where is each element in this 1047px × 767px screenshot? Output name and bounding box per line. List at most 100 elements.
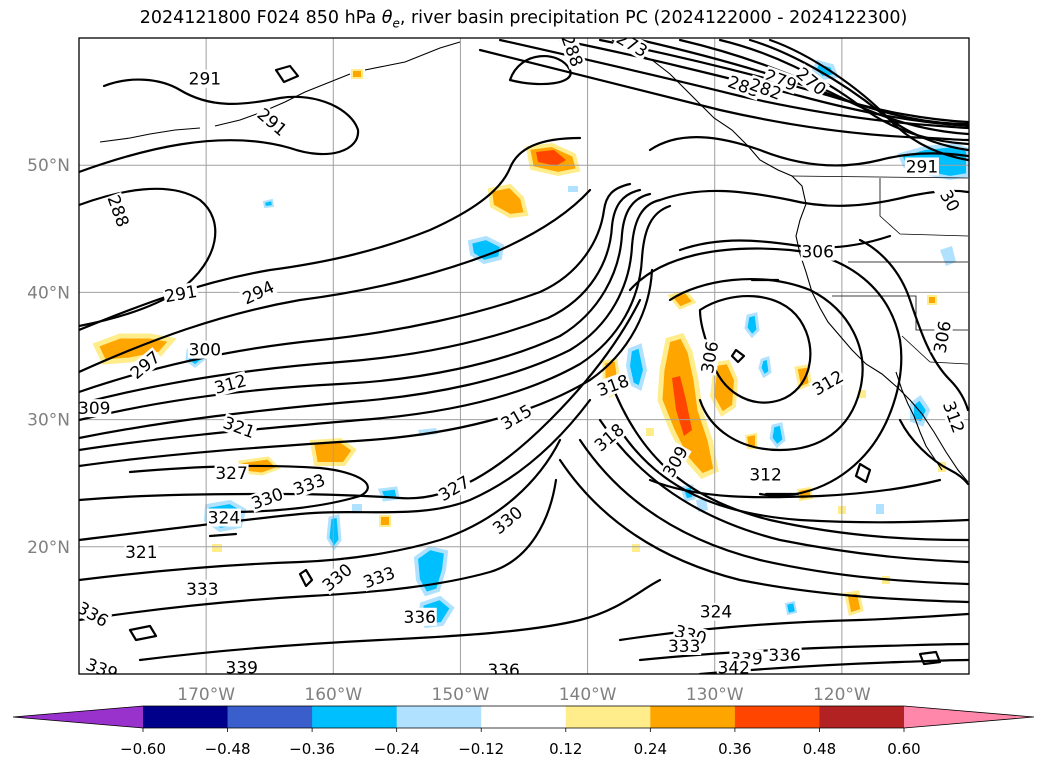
contour-label-bg [748, 465, 783, 484]
contour-label-bg [79, 597, 113, 631]
contour-label: 321 [125, 543, 157, 563]
contour-label: 342 [718, 659, 750, 679]
contour-label-bg [185, 579, 220, 598]
contour-label-bg [187, 340, 222, 359]
colorbar-segment [143, 706, 229, 728]
contour-label-bg [767, 645, 802, 664]
contour-label-bg [248, 484, 287, 513]
contour-label-bg [792, 63, 831, 100]
contour-label-bg [939, 398, 969, 437]
map-frame [78, 37, 970, 675]
lat-tick-label: 30°N [27, 411, 70, 431]
contour-label: 327 [215, 464, 247, 484]
colorbar-tick-label: 0.24 [634, 740, 667, 758]
lat-tick-label: 50°N [27, 156, 70, 176]
lon-tick-label: 150°W [432, 685, 490, 705]
colorbar-tick-label: −0.36 [289, 740, 335, 758]
colorbar-tick-label: 0.36 [718, 740, 751, 758]
colorbar-tick-label: 0.60 [887, 740, 920, 758]
colorbar-extend-high [904, 706, 1034, 728]
contour-label-bg [206, 508, 241, 527]
contour-label-bg [667, 637, 702, 656]
colorbar-segment [819, 706, 905, 728]
lon-tick-label: 160°W [304, 685, 362, 705]
colorbar-segment [227, 706, 313, 728]
colorbar-tick-label: −0.12 [458, 740, 504, 758]
contour-label-bg [239, 277, 278, 308]
contour-label-bg [697, 338, 722, 376]
contour-label: 336 [404, 608, 436, 628]
contour-label-bg [800, 242, 835, 261]
contour-label-bg [488, 502, 527, 538]
contour-label-bg [290, 470, 329, 499]
contour-label: 339 [226, 659, 258, 679]
contour-label-bg [930, 318, 955, 356]
contour-label-bg [558, 38, 587, 70]
contour-label-bg [761, 65, 800, 95]
colorbar-segment [312, 706, 398, 728]
contour-label: 333 [668, 637, 700, 657]
contour-label-bg [904, 157, 939, 176]
contour-label-bg [162, 281, 200, 306]
latitude-labels: 50°N 40°N 30°N 20°N [27, 156, 70, 558]
contour-label: 336 [768, 646, 800, 666]
contour-label-bg [104, 191, 133, 231]
contour-label-bg [612, 38, 652, 61]
contour-label: 300 [189, 341, 221, 361]
lat-tick-label: 40°N [27, 283, 70, 303]
contour-label: 333 [186, 580, 218, 600]
contour-label-bg [716, 658, 751, 674]
contour-label: 309 [78, 399, 110, 419]
map-background [79, 38, 969, 674]
contour-label-bg [590, 419, 628, 456]
contour-label: 324 [700, 603, 732, 623]
contour-label-bg [360, 563, 399, 592]
contour-label-bg [659, 442, 692, 481]
longitude-labels: 170°W 160°W 150°W 140°W 130°W 120°W [177, 685, 871, 705]
contour-label: 324 [208, 509, 240, 529]
contour-label: 291 [189, 70, 221, 90]
contour-label-bg [253, 104, 292, 140]
contour-label-bg [224, 658, 259, 674]
colorbar-tick-label: 0.12 [549, 740, 582, 758]
colorbar: −0.60 −0.48 −0.36 −0.24 −0.12 0.12 0.24 0.36 0.4… [12, 705, 1035, 758]
colorbar-tick-label: −0.60 [120, 740, 166, 758]
contour-label-bg [808, 366, 848, 400]
contour-label-bg [318, 559, 356, 596]
contour-label-bg [497, 400, 536, 434]
contour-label-bg [698, 602, 733, 621]
contour-label-bg [933, 181, 967, 221]
lon-tick-label: 140°W [559, 685, 617, 705]
colorbar-tick-label: −0.24 [374, 740, 420, 758]
contour-label-bg [214, 464, 249, 483]
lon-tick-label: 120°W [813, 685, 871, 705]
contour-label-bg [79, 399, 112, 418]
contour-label-bg [434, 471, 474, 505]
map-title: 2024121800 F024 850 hPa θe, river basin … [0, 8, 1047, 31]
contour-label-bg [746, 74, 785, 104]
contour-label-bg [82, 654, 121, 674]
contour-label: 306 [801, 243, 833, 263]
colorbar-segment [650, 706, 736, 728]
theta-subscript: e [392, 16, 400, 31]
contour-label-bg [220, 412, 259, 442]
contour-label-bg [187, 69, 222, 88]
contour-label: 336 [487, 661, 519, 681]
colorbar-extend-low [13, 706, 143, 728]
colorbar-segment [565, 706, 651, 728]
contour-label: 312 [749, 465, 781, 485]
colorbar-segment [481, 706, 567, 728]
title-prefix: 2024121800 F024 850 hPa [139, 8, 382, 28]
contour-label-bg [593, 370, 633, 400]
colorbar-tick-label: −0.48 [205, 740, 251, 758]
contour-label-bg [126, 347, 164, 383]
theta-symbol: θ [381, 8, 393, 28]
lon-tick-label: 130°W [686, 685, 744, 705]
contour-label-bg [486, 661, 521, 674]
contour-label-bg [124, 542, 159, 561]
colorbar-segment [734, 706, 820, 728]
colorbar-segment [396, 706, 482, 728]
lon-tick-label: 170°W [177, 685, 235, 705]
contour-label-bg [211, 370, 250, 398]
